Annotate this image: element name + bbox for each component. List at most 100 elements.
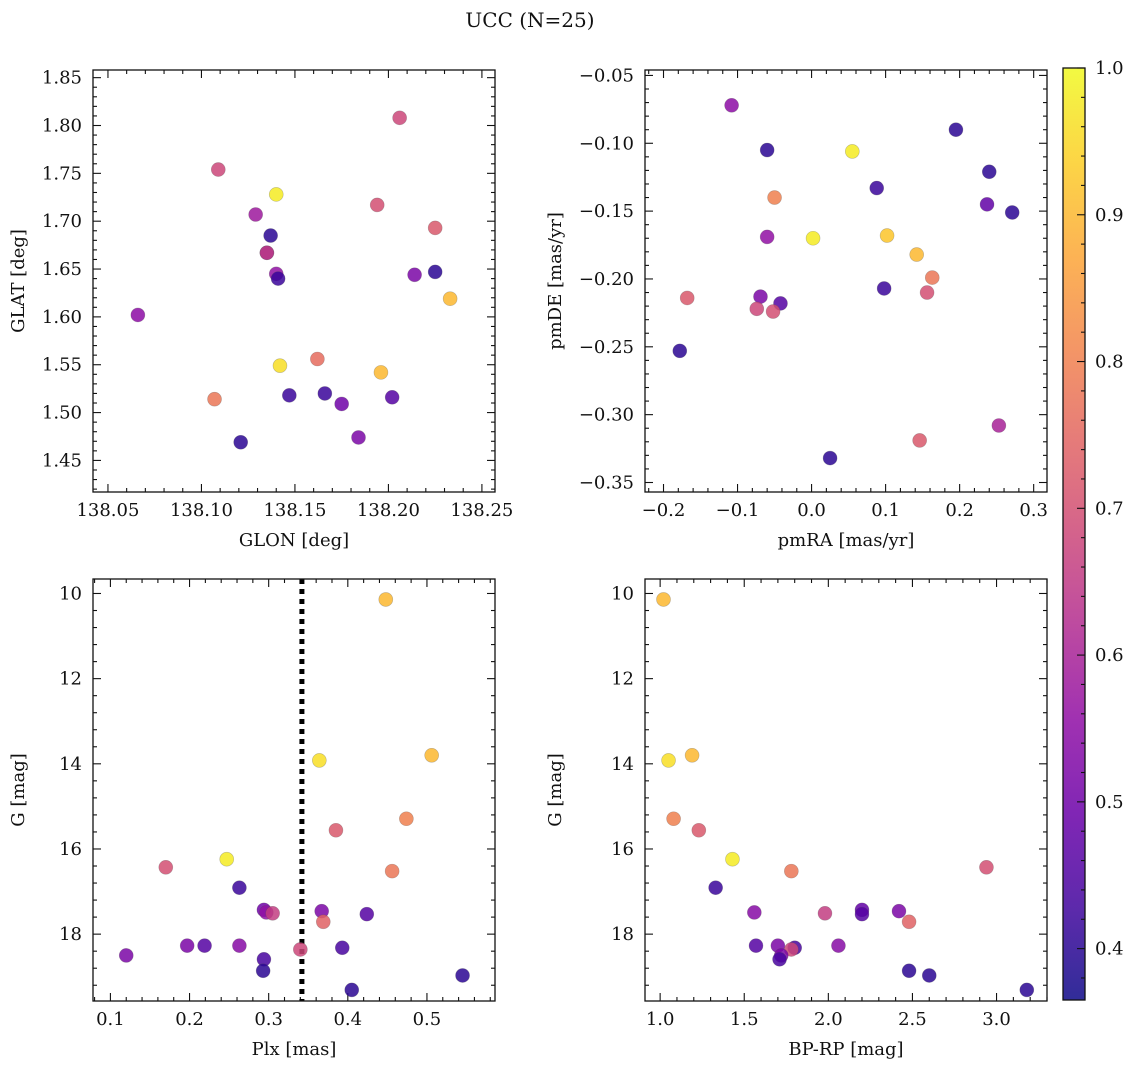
- x-tick-label: 0.1: [871, 500, 900, 521]
- data-point: [248, 207, 263, 222]
- data-point: [724, 97, 739, 113]
- colorbar-tick-label: 0.5: [1095, 792, 1124, 813]
- data-point: [679, 290, 695, 306]
- data-point: [805, 230, 821, 246]
- data-point: [869, 180, 885, 196]
- data-point: [384, 389, 400, 405]
- data-point: [891, 903, 907, 919]
- y-tick-label: −0.20: [579, 269, 634, 290]
- data-point: [334, 396, 349, 412]
- data-point: [748, 938, 764, 953]
- data-point: [369, 197, 385, 213]
- data-point: [282, 388, 297, 403]
- x-tick-label: 2.5: [898, 1009, 927, 1030]
- x-axis-label: Plx [mas]: [252, 1039, 337, 1060]
- data-point: [197, 938, 212, 953]
- data-point: [759, 142, 775, 158]
- data-point: [427, 220, 443, 236]
- data-point: [1004, 205, 1020, 220]
- data-point: [759, 229, 775, 245]
- data-point: [424, 747, 439, 763]
- y-tick-label: −0.35: [579, 473, 634, 494]
- y-tick-label: 18: [59, 924, 82, 945]
- colorbar: 0.4 0.5 0.6 0.7 0.8 0.9 1.0: [1062, 58, 1124, 1001]
- data-point: [784, 863, 799, 879]
- data-point: [684, 747, 700, 763]
- panel-plx-g: 0.1 0.2 0.3 0.4 0.5 10 12 14 16 18 Plx [mas] G [mag…: [8, 578, 496, 1060]
- data-point: [207, 391, 222, 407]
- data-point: [265, 905, 280, 921]
- data-point: [672, 343, 688, 359]
- y-tick-label: 16: [59, 839, 82, 860]
- y-tick-label: 16: [611, 839, 634, 860]
- data-point: [268, 187, 284, 202]
- data-point: [919, 285, 935, 300]
- x-tick-label: 0.1: [96, 1009, 125, 1030]
- data-point: [666, 811, 681, 827]
- y-tick-label: 1.80: [42, 116, 82, 137]
- data-point: [656, 592, 671, 607]
- data-point: [924, 270, 940, 285]
- x-tick-label: 3.0: [982, 1009, 1011, 1030]
- y-axis-label: GLAT [deg]: [8, 229, 29, 333]
- data-point: [219, 851, 235, 867]
- y-tick-label: 18: [611, 924, 634, 945]
- data-point: [901, 963, 917, 979]
- figure-title: UCC (N=25): [465, 8, 594, 32]
- x-tick-label: 138.15: [263, 500, 326, 521]
- y-tick-label: 1.75: [42, 163, 82, 184]
- x-axis-label: GLON [deg]: [239, 530, 349, 551]
- panel-bprp-g: 1.0 1.5 2.0 2.5 3.0 10 12 14 16 18 BP-RP [mag] G [m…: [545, 578, 1048, 1060]
- x-tick-label: 0.4: [333, 1009, 362, 1030]
- data-point: [879, 228, 895, 243]
- y-tick-label: −0.15: [579, 201, 634, 222]
- x-tick-label: −0.1: [716, 500, 760, 521]
- y-tick-label: 1.55: [42, 355, 82, 376]
- data-point: [822, 450, 838, 466]
- data-point: [979, 197, 995, 212]
- y-tick-label: 1.50: [42, 403, 82, 424]
- data-point: [315, 914, 331, 930]
- data-point: [854, 906, 870, 922]
- data-point: [359, 906, 375, 922]
- x-tick-label: 0.0: [797, 500, 826, 521]
- data-point: [118, 948, 134, 963]
- data-point: [255, 963, 271, 979]
- colorbar-tick-label: 0.8: [1095, 352, 1124, 373]
- y-tick-label: 1.70: [42, 211, 82, 232]
- data-point: [981, 164, 997, 180]
- data-point: [270, 271, 286, 286]
- y-tick-label: −0.05: [579, 65, 634, 86]
- y-tick-label: 10: [611, 583, 634, 604]
- y-tick-label: 12: [611, 669, 634, 690]
- data-point: [312, 753, 327, 768]
- data-point: [158, 859, 174, 875]
- data-point: [765, 304, 781, 319]
- data-point: [772, 951, 787, 967]
- data-point: [233, 434, 249, 450]
- x-tick-label: −0.2: [642, 500, 686, 521]
- data-point: [210, 162, 226, 177]
- x-axis-label: pmRA [mas/yr]: [778, 530, 915, 551]
- data-point: [259, 245, 275, 261]
- data-point: [317, 386, 333, 401]
- y-tick-label: −0.10: [579, 133, 634, 154]
- data-point: [427, 264, 443, 280]
- data-point: [310, 351, 325, 367]
- data-point: [1019, 982, 1035, 998]
- colorbar-tick-label: 0.6: [1095, 645, 1124, 666]
- data-point: [948, 122, 964, 138]
- axes-frame: [92, 578, 496, 1002]
- y-tick-label: 12: [59, 669, 82, 690]
- y-tick-label: −0.25: [579, 337, 634, 358]
- data-point: [725, 851, 740, 867]
- data-point: [661, 753, 676, 768]
- data-point: [455, 968, 470, 983]
- data-point: [817, 905, 833, 921]
- y-tick-label: 1.45: [42, 450, 82, 471]
- y-tick-label: 14: [611, 754, 634, 775]
- data-point: [384, 863, 400, 879]
- data-point: [844, 144, 860, 159]
- x-tick-label: 0.3: [254, 1009, 283, 1030]
